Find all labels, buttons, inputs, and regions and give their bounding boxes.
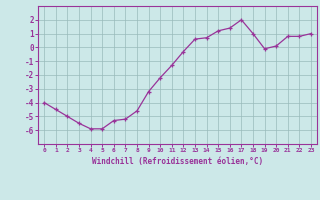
X-axis label: Windchill (Refroidissement éolien,°C): Windchill (Refroidissement éolien,°C) [92,157,263,166]
